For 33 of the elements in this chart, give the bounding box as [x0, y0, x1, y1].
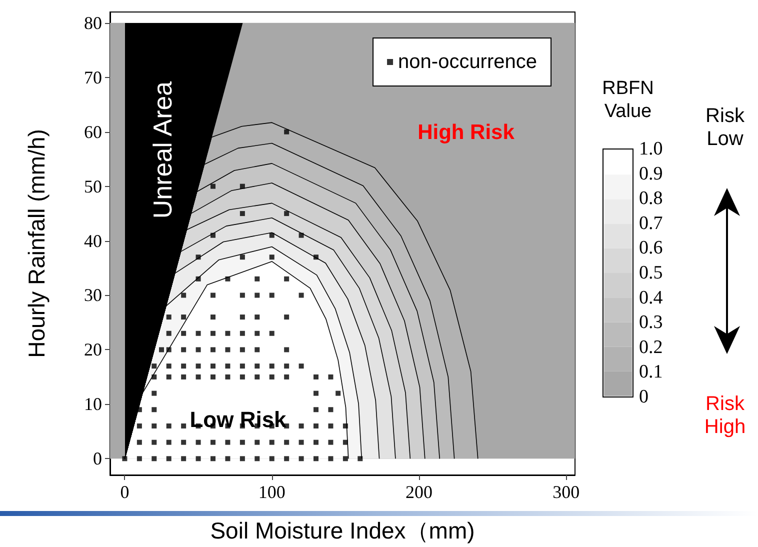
x-tick-label: 0 — [120, 482, 130, 502]
color-bar-title: RBFN Value — [602, 78, 654, 122]
annotation: Low Risk — [190, 407, 286, 433]
y-tick-label: 0 — [93, 448, 102, 469]
y-tick-label: 50 — [84, 176, 102, 196]
y-tick-label: 70 — [84, 67, 102, 88]
legend-label: non-occurrence — [398, 51, 538, 73]
color-bar-label: 0.2 — [639, 336, 663, 358]
annotation: Unreal Area — [148, 81, 178, 219]
x-tick-label: 300 — [552, 482, 580, 502]
color-bar-label: 0.4 — [639, 287, 664, 308]
color-bar-label: 0.3 — [639, 312, 663, 334]
y-tick-label: 40 — [84, 230, 102, 251]
x-axis-title: Soil Moisture Index（mm) — [210, 518, 475, 544]
color-bar-label: 0 — [639, 386, 648, 408]
color-bar-label: 0.8 — [639, 188, 663, 210]
color-bar-label: 1.0 — [639, 138, 663, 160]
y-tick-label: 60 — [84, 122, 102, 142]
x-tick-label: 200 — [406, 482, 433, 502]
x-tick-label: 100 — [258, 482, 286, 502]
annotation: High Risk — [418, 121, 514, 145]
color-bar-label: 0.5 — [639, 262, 663, 284]
y-tick-label: 30 — [84, 285, 102, 306]
color-bar-label: 0.9 — [639, 163, 663, 184]
y-axis-title: Hourly Rainfall (mm/h) — [24, 129, 50, 358]
text: Risk Low — [706, 105, 744, 151]
y-tick-label: 20 — [84, 340, 102, 360]
color-bar-label: 0.6 — [639, 238, 663, 259]
color-bar-label: 0.1 — [639, 362, 663, 383]
color-bar-label: 0.7 — [639, 212, 663, 234]
y-tick-label: 10 — [84, 394, 102, 414]
y-tick-label: 80 — [84, 12, 102, 33]
text: Risk High — [704, 393, 746, 439]
